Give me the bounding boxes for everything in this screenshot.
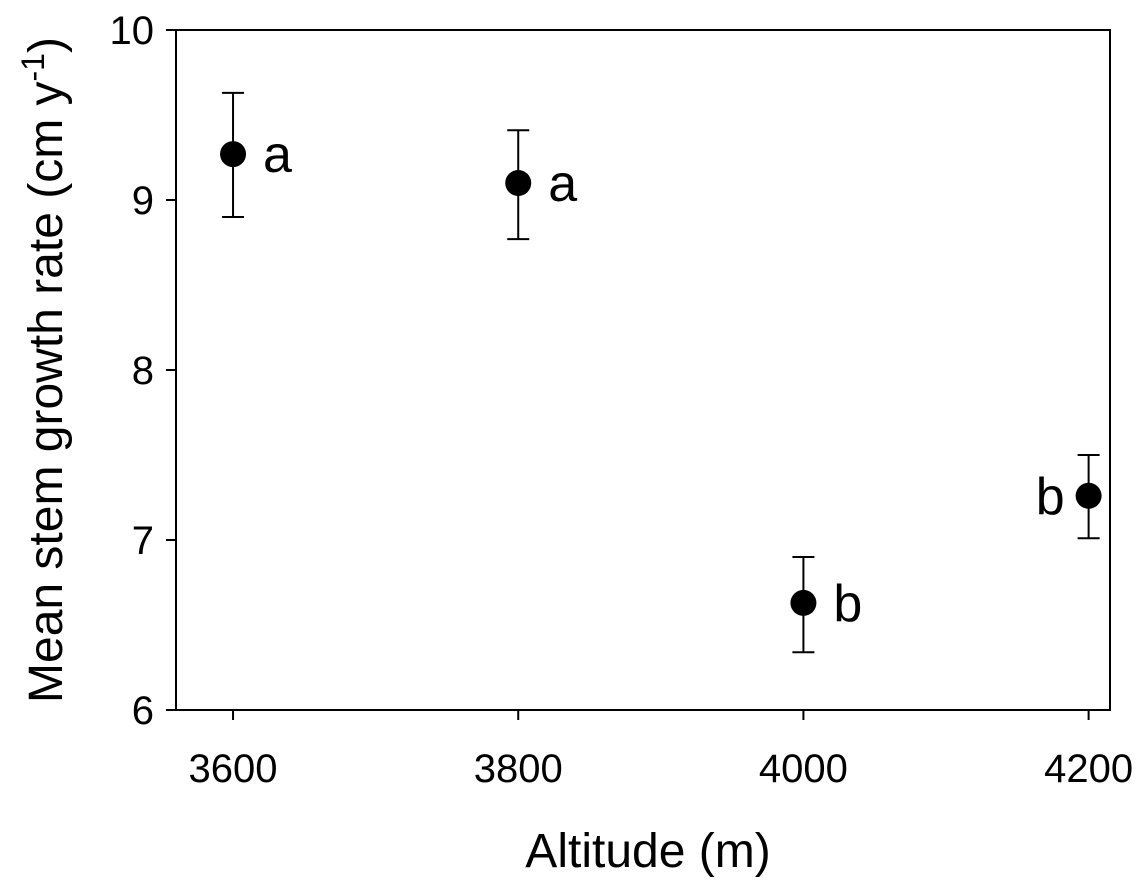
data-point-group: a	[505, 129, 577, 241]
y-tick-label: 8	[132, 349, 154, 393]
y-tick-label: 7	[132, 519, 154, 563]
y-axis-ticks: 6 7 8 9 10	[110, 9, 176, 733]
x-axis-title: Altitude (m)	[525, 825, 770, 878]
x-tick-label: 4000	[759, 747, 848, 791]
x-tick-label: 3800	[474, 747, 563, 791]
y-tick-label: 9	[132, 179, 154, 223]
data-point	[220, 141, 247, 168]
data-point-label: b	[833, 575, 862, 633]
y-axis-title-superscript: -1	[15, 53, 51, 81]
y-axis-title-close: )	[20, 37, 73, 53]
data-point-group: b	[1036, 454, 1102, 540]
x-tick-label: 3600	[189, 747, 278, 791]
data-point-group: a	[220, 91, 292, 218]
y-axis-title: Mean stem growth rate (cm y-1)	[15, 37, 73, 703]
data-point-label: b	[1036, 468, 1065, 526]
y-tick-label: 6	[132, 689, 154, 733]
data-point-label: a	[263, 126, 292, 184]
data-point	[790, 589, 817, 616]
x-axis-ticks: 3600 3800 4000 4200	[189, 710, 1133, 791]
y-tick-label: 10	[110, 9, 155, 53]
plot-frame	[175, 29, 1111, 711]
data-point-group: b	[790, 556, 862, 654]
data-point	[1075, 482, 1102, 509]
data-point	[505, 170, 532, 196]
y-axis-title-main: Mean stem growth rate (cm y	[20, 81, 73, 703]
x-tick-label: 4200	[1044, 747, 1133, 791]
data-points: a a b b	[220, 91, 1102, 654]
data-point-label: a	[548, 155, 577, 213]
